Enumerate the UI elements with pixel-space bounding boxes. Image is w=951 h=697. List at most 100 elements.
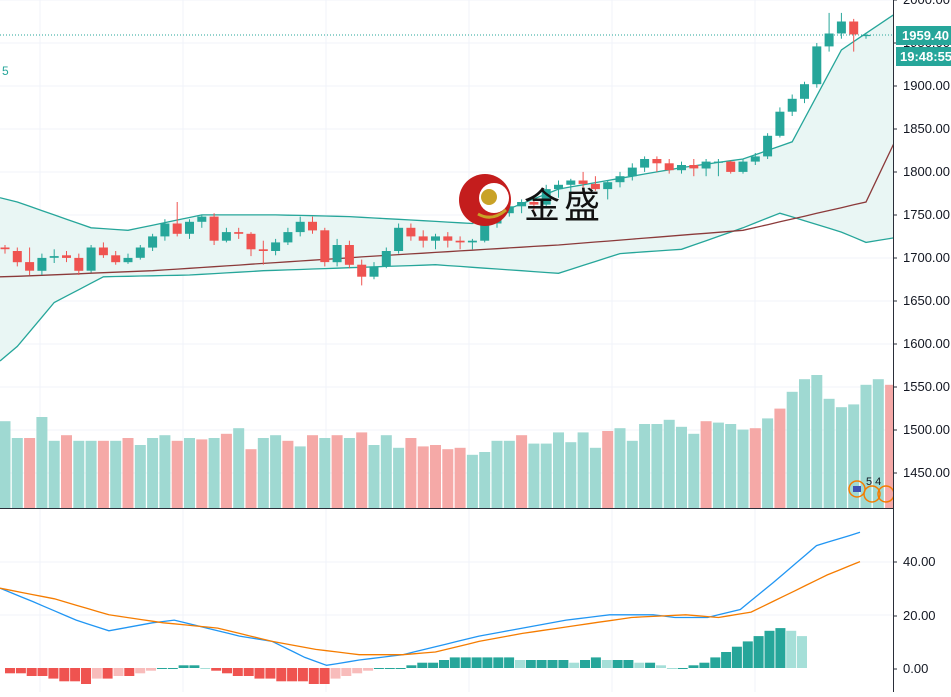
macd-histogram-bar (91, 668, 102, 679)
macd-histogram-bar (558, 660, 569, 668)
candle-body (467, 240, 477, 243)
candle-body (74, 257, 84, 271)
macd-histogram-bar (439, 660, 449, 668)
price-tick-label: 1600.00 (903, 336, 950, 351)
price-tick-label: 1650.00 (903, 293, 950, 308)
volume-bar (762, 418, 774, 508)
volume-bar (171, 440, 183, 508)
candle-body (849, 21, 859, 35)
volume-bar (61, 435, 72, 508)
macd-histogram-bar (189, 665, 200, 668)
candle-body (234, 232, 244, 234)
macd-histogram-bar (764, 630, 775, 668)
macd-histogram-bar (222, 668, 232, 674)
macd-histogram-bar (308, 668, 319, 684)
macd-histogram-bar (146, 668, 156, 671)
candle-body (812, 46, 822, 85)
candle-body (443, 236, 453, 241)
candle-body (12, 251, 22, 263)
volume-bar (491, 440, 503, 508)
macd-histogram-bar (634, 662, 645, 668)
candle-body (455, 240, 465, 243)
volume-bar (823, 398, 835, 508)
candle-body (627, 167, 637, 177)
candle-body (418, 236, 428, 241)
volume-badge-text: 5 4 (866, 476, 881, 488)
bollinger-basis-line (0, 124, 904, 278)
macd-histogram-bar (373, 668, 384, 669)
candle-body (135, 247, 145, 258)
volume-bar (282, 440, 294, 508)
volume-bar (24, 438, 36, 508)
macd-histogram-bar (70, 668, 81, 682)
volume-bar (712, 422, 724, 508)
macd-histogram (5, 628, 807, 684)
macd-histogram-bar (580, 660, 590, 668)
volume-bar (319, 438, 331, 508)
macd-histogram-bar (211, 668, 222, 671)
macd-histogram-bar (471, 657, 482, 668)
candle-body (763, 135, 773, 157)
candle-body (529, 202, 539, 205)
macd-histogram-bar (656, 665, 666, 668)
volume-bar (393, 447, 405, 508)
macd-histogram-bar (384, 668, 395, 669)
macd-histogram-bar (363, 668, 374, 671)
volume-bar (380, 435, 392, 508)
macd-histogram-bar (569, 662, 580, 668)
volume-bar (73, 440, 85, 508)
macd-histogram-bar (297, 668, 308, 682)
macd-histogram-bar (48, 668, 59, 679)
macd-histogram-bar (5, 668, 15, 674)
candle-body (554, 184, 563, 190)
volume-bar (799, 379, 810, 508)
candle-body (62, 255, 71, 258)
candle-body (98, 247, 108, 256)
volume-bar (184, 438, 195, 508)
volume-bar (48, 440, 60, 508)
volume-bar (848, 404, 860, 508)
volume-bar (516, 435, 528, 508)
macd-histogram-bar (775, 628, 786, 668)
volume-bar (589, 447, 601, 508)
volume-bar (0, 421, 11, 508)
macd-histogram-bar (797, 636, 807, 668)
volume-bar (688, 433, 700, 508)
volume-bar (36, 417, 48, 508)
macd-histogram-bar (417, 662, 428, 668)
volume-bar (577, 432, 589, 508)
candle-body (566, 180, 576, 185)
macd-histogram-bar (406, 665, 417, 668)
candle-body (111, 255, 121, 263)
macd-histogram-bar (102, 668, 113, 679)
candle-body (357, 264, 367, 277)
candle-body (369, 266, 379, 277)
volume-bar (540, 443, 552, 508)
logo-gold-icon (481, 189, 497, 205)
volume-bar (343, 438, 355, 508)
volume-bar (134, 445, 146, 508)
volume-bar (368, 445, 380, 508)
volume-bar (565, 442, 577, 508)
candle-body (406, 227, 416, 237)
price-tick-label: 1850.00 (903, 121, 950, 136)
volume-bar (442, 449, 454, 508)
volume-bar (11, 438, 23, 508)
candle-body (615, 176, 625, 183)
bollinger-upper-line (0, 8, 904, 231)
macd-tick-label: 40.00 (903, 554, 936, 569)
macd-histogram-bar (623, 660, 634, 668)
candle-body (431, 236, 440, 241)
logo-swoosh-icon (477, 208, 507, 219)
volume-bar (430, 445, 441, 508)
candle-body (283, 232, 293, 243)
candle-body (701, 161, 711, 169)
price-tick-label: 1800.00 (903, 164, 950, 179)
volume-bar (663, 419, 675, 508)
macd-histogram-bar (395, 668, 406, 669)
volume-bar (257, 438, 269, 508)
volume-bar (147, 438, 159, 508)
volume-bar (97, 440, 109, 508)
left-edge-label: 5 (2, 64, 9, 78)
